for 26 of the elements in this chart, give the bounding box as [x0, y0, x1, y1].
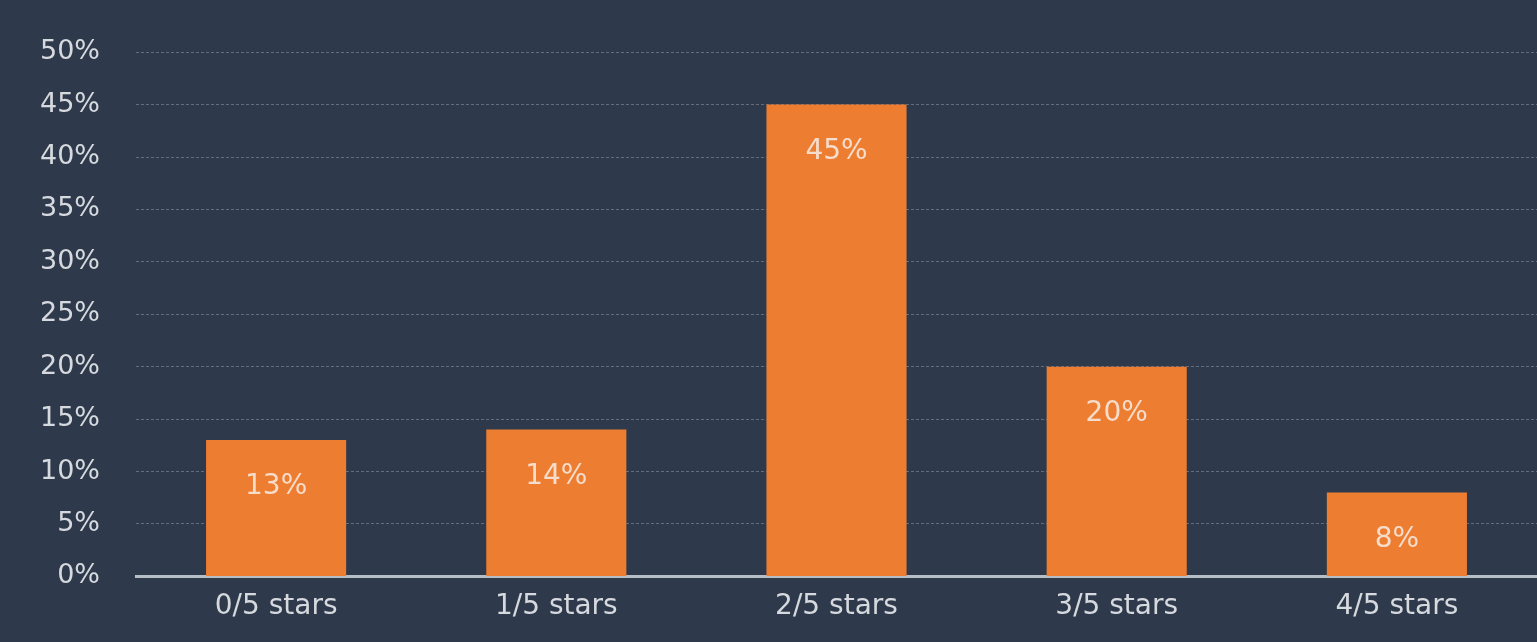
- y-tick-label: 35%: [40, 191, 101, 223]
- data-label: 20%: [1085, 395, 1148, 428]
- y-tick-label: 20%: [40, 348, 101, 380]
- y-tick-label: 15%: [40, 401, 101, 433]
- y-tick-label: 40%: [40, 139, 101, 171]
- y-tick-label: 25%: [40, 296, 101, 328]
- x-tick-label: 1/5 stars: [494, 588, 618, 622]
- bar: [206, 440, 347, 576]
- y-tick-label: 50%: [40, 34, 101, 66]
- data-label: 45%: [805, 132, 868, 166]
- data-label: 13%: [244, 468, 308, 502]
- bar: [1046, 366, 1187, 576]
- y-tick-label: 45%: [40, 86, 101, 118]
- bar: [486, 429, 627, 576]
- x-tick-label: 0/5 stars: [214, 588, 338, 622]
- y-tick-label: 5%: [57, 506, 101, 537]
- bar: [1326, 492, 1467, 576]
- x-tick-label: 4/5 stars: [1335, 588, 1459, 622]
- y-tick-label: 0%: [57, 558, 101, 590]
- x-tick-label: 2/5 stars: [775, 588, 898, 622]
- bar: [766, 104, 907, 576]
- y-tick-label: 10%: [40, 453, 101, 485]
- data-label: 14%: [525, 457, 588, 491]
- y-tick-label: 30%: [40, 243, 101, 275]
- data-label: 8%: [1374, 520, 1420, 554]
- x-tick-label: 3/5 stars: [1055, 588, 1179, 622]
